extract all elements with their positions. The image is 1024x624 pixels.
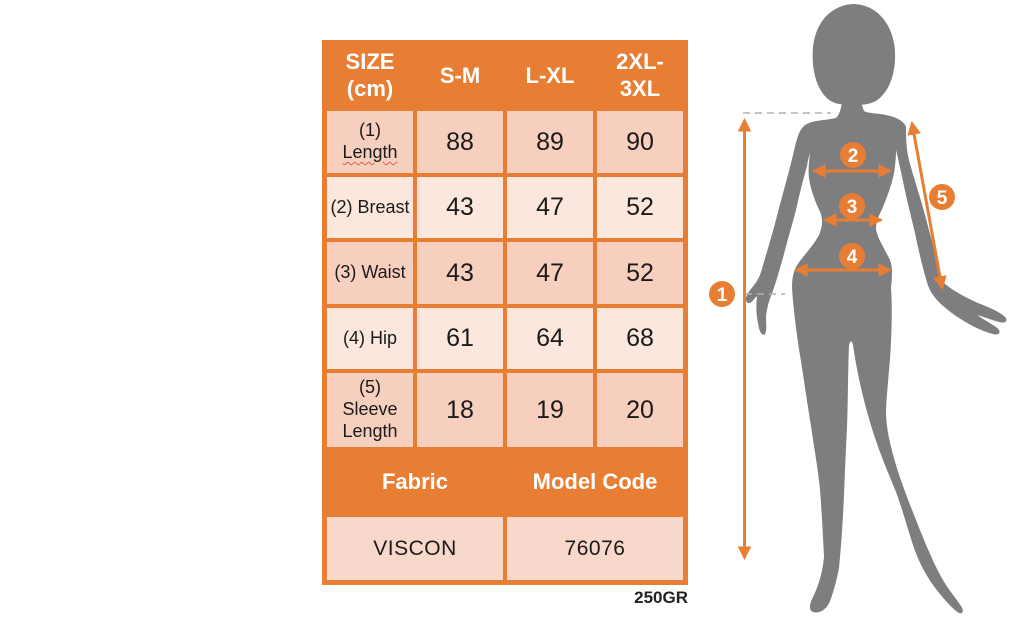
value-breast-2xl3xl: 52 xyxy=(597,177,683,238)
weight-note: 250GR xyxy=(634,588,688,607)
row-label-waist: (3) Waist xyxy=(327,242,413,304)
measurement-badges: 1 2 3 4 5 xyxy=(709,142,955,307)
badge-4: 4 xyxy=(839,243,865,269)
badge-2: 2 xyxy=(840,142,866,168)
row-label-hip: (4) Hip xyxy=(327,308,413,369)
value-sleeve-2xl3xl: 20 xyxy=(597,373,683,447)
sleeve-arrow xyxy=(907,120,947,291)
badge-3-number: 3 xyxy=(847,197,858,218)
row-label-breast: (2) Breast xyxy=(327,177,413,238)
value-model-code: 76076 xyxy=(507,517,683,580)
size-table: SIZE (cm) S-M L-XL 2XL- 3XL (1) Length 8… xyxy=(322,40,688,585)
header-fabric: Fabric xyxy=(327,451,503,513)
header-size-lxl: L-XL xyxy=(507,45,593,107)
dashed-reference-lines xyxy=(743,112,831,295)
header-size-cm: SIZE (cm) xyxy=(327,45,413,107)
measurement-figure: 1 2 3 4 5 xyxy=(700,0,1024,619)
value-length-lxl: 89 xyxy=(507,111,593,173)
header-size-2xl3xl: 2XL- 3XL xyxy=(597,45,683,107)
value-length-sm: 88 xyxy=(417,111,503,173)
badge-2-number: 2 xyxy=(848,146,859,167)
value-sleeve-lxl: 19 xyxy=(507,373,593,447)
value-length-2xl3xl: 90 xyxy=(597,111,683,173)
badge-5-number: 5 xyxy=(937,188,948,209)
figure-svg: 1 2 3 4 5 xyxy=(709,4,1007,614)
measurement-arrows xyxy=(737,117,947,561)
row-label-sleeve-length: (5) Sleeve Length xyxy=(327,373,413,447)
silhouette-head xyxy=(812,4,896,105)
badge-1-number: 1 xyxy=(717,285,728,306)
value-hip-lxl: 64 xyxy=(507,308,593,369)
value-waist-2xl3xl: 52 xyxy=(597,242,683,304)
woman-silhouette xyxy=(745,4,1007,614)
row-label-length: (1) Length xyxy=(327,111,413,173)
badge-4-number: 4 xyxy=(847,247,858,268)
row-label-length-index: (1) xyxy=(359,120,381,141)
header-size-sm: S-M xyxy=(417,45,503,107)
value-hip-2xl3xl: 68 xyxy=(597,308,683,369)
value-waist-lxl: 47 xyxy=(507,242,593,304)
value-breast-sm: 43 xyxy=(417,177,503,238)
silhouette-body xyxy=(745,94,1007,614)
badge-1: 1 xyxy=(709,281,735,307)
value-breast-lxl: 47 xyxy=(507,177,593,238)
header-model-code: Model Code xyxy=(507,451,683,513)
value-sleeve-sm: 18 xyxy=(417,373,503,447)
value-waist-sm: 43 xyxy=(417,242,503,304)
value-hip-sm: 61 xyxy=(417,308,503,369)
value-fabric: VISCON xyxy=(327,517,503,580)
badge-5: 5 xyxy=(929,184,955,210)
badge-3: 3 xyxy=(839,193,865,219)
row-label-length-word: Length xyxy=(342,142,398,162)
